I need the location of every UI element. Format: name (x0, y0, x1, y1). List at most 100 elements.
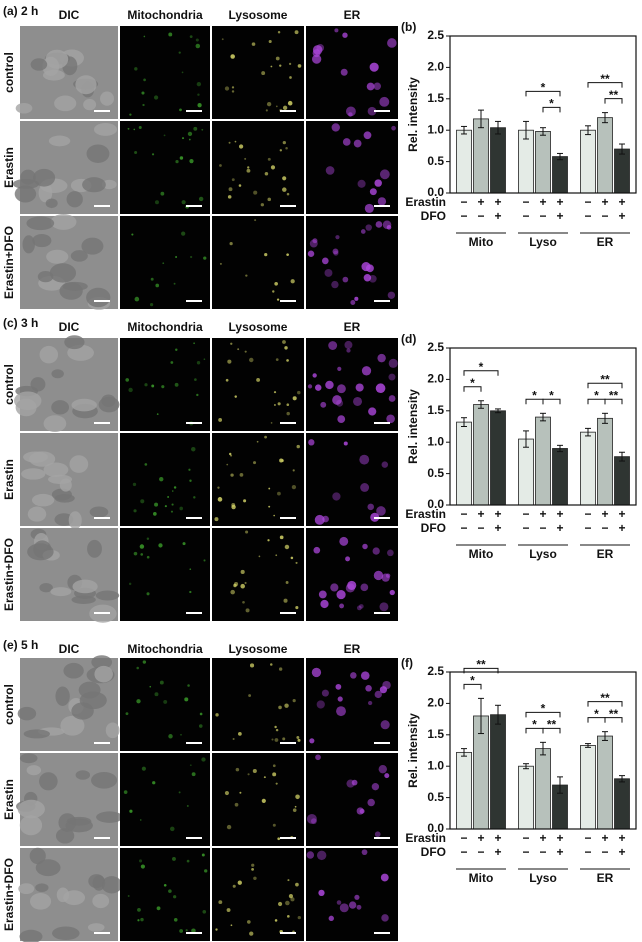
condition-sign: − (460, 507, 467, 521)
condition-name: Erastin (405, 831, 446, 845)
significance-label: ** (600, 72, 610, 86)
column-header: Mitochondria (127, 8, 203, 22)
signal (173, 282, 176, 285)
signal (170, 361, 174, 364)
significance-bracket (463, 683, 482, 690)
signal (228, 141, 231, 144)
bar (535, 131, 551, 194)
signal (179, 108, 182, 112)
signal (182, 137, 185, 140)
signal (295, 561, 298, 564)
significance-label: * (470, 376, 475, 390)
signal (318, 590, 327, 599)
signal (288, 894, 294, 899)
signal (191, 928, 196, 934)
cell (43, 69, 65, 81)
signal (178, 791, 181, 794)
condition-sign: − (460, 521, 467, 535)
signal (204, 869, 208, 873)
signal (224, 86, 230, 91)
signal (274, 738, 279, 742)
condition-sign: + (618, 831, 625, 845)
signal (360, 229, 366, 234)
signal (379, 686, 388, 694)
signal (274, 919, 278, 922)
signal (268, 505, 271, 508)
signal (337, 366, 342, 371)
signal (261, 71, 266, 76)
signal (345, 106, 356, 117)
significance-bracket (604, 98, 623, 104)
signal (339, 536, 349, 546)
cell (59, 282, 83, 300)
error-bar (495, 408, 501, 414)
error-bar (585, 427, 591, 437)
cell (64, 335, 85, 350)
signal (168, 32, 173, 37)
y-tick-label: 1.0 (427, 122, 444, 136)
signal (307, 384, 313, 389)
signal (384, 773, 390, 779)
signal (367, 798, 375, 807)
signal (365, 224, 372, 231)
signal (360, 483, 370, 492)
signal (132, 482, 137, 487)
significance-bracket (525, 711, 561, 718)
signal (155, 283, 160, 288)
condition-sign: + (494, 195, 501, 209)
significance-label: * (549, 97, 554, 111)
row-label: Erastin+DFO (2, 226, 16, 299)
signal (380, 873, 389, 882)
significance-bracket (525, 90, 561, 97)
signal (174, 382, 179, 387)
condition-sign: − (522, 209, 529, 223)
x-tick-label: Lyso (529, 547, 557, 561)
cell (81, 237, 104, 255)
signal (244, 157, 247, 160)
signal (140, 553, 144, 556)
signal (230, 589, 235, 595)
signal (245, 274, 248, 277)
signal (309, 738, 315, 744)
signal (379, 169, 390, 180)
row-label: control (2, 364, 16, 405)
error-bar (557, 776, 563, 794)
significance-bracket (604, 717, 623, 723)
y-tick-label: 1.5 (427, 403, 444, 417)
condition-sign: − (522, 507, 529, 521)
signal (247, 166, 250, 169)
signal (292, 808, 297, 812)
fluorescence-image (212, 848, 304, 941)
condition-sign: − (522, 831, 529, 845)
signal (253, 461, 257, 465)
y-tick-label: 1.0 (427, 758, 444, 772)
condition-sign: + (618, 845, 625, 859)
signal (332, 492, 341, 501)
y-tick-label: 1.5 (427, 727, 444, 741)
cell (86, 144, 110, 163)
signal (144, 463, 148, 466)
signal (320, 599, 329, 609)
signal (320, 401, 327, 408)
condition-sign: − (460, 831, 467, 845)
signal (279, 535, 284, 540)
error-bar (557, 152, 563, 161)
signal (201, 128, 204, 131)
bar (456, 751, 472, 830)
cell (68, 511, 82, 530)
column-header: ER (344, 642, 361, 656)
signal (140, 499, 145, 504)
signal (285, 580, 289, 584)
signal (375, 383, 386, 394)
signal (345, 583, 355, 593)
signal (265, 109, 268, 112)
y-tick-label: 2.0 (427, 60, 444, 74)
signal (138, 126, 142, 130)
bar (473, 404, 489, 506)
signal (286, 253, 289, 257)
signal (277, 30, 281, 34)
signal (337, 384, 346, 394)
cell (72, 579, 98, 594)
error-bar (461, 125, 467, 135)
